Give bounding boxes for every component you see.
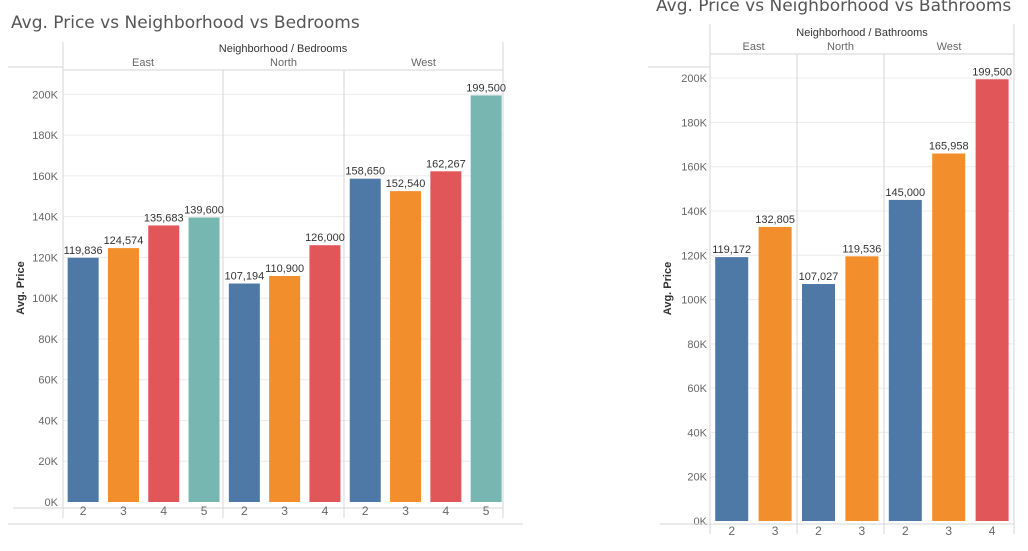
bathrooms-y-tick-label: 20K (687, 472, 707, 484)
bedrooms-bar (188, 217, 220, 502)
bathrooms-bar-value-label: 119,172 (712, 244, 751, 256)
bedrooms-x-tick-label: 2 (80, 504, 87, 518)
chart-title-bedrooms: Avg. Price vs Neighborhood vs Bedrooms (11, 13, 360, 33)
bedrooms-y-tick-label: 180K (32, 130, 58, 142)
bedrooms-y-tick-label: 160K (32, 171, 58, 183)
bathrooms-bar-value-label: 199,500 (972, 66, 1012, 78)
bathrooms-bar (715, 257, 749, 521)
bathrooms-x-tick-label: 3 (772, 524, 779, 538)
bedrooms-group-label: West (411, 57, 436, 69)
bathrooms-y-tick-label: 180K (681, 117, 707, 129)
bedrooms-group-label: North (270, 57, 297, 69)
bedrooms-bar-value-label: 119,836 (64, 245, 103, 257)
bedrooms-bar (470, 95, 502, 503)
bedrooms-y-tick-label: 60K (38, 375, 58, 387)
bathrooms-y-axis-title: Avg. Price (662, 262, 674, 315)
bathrooms-bar-value-label: 107,027 (799, 271, 839, 283)
bedrooms-x-tick-label: 4 (443, 504, 450, 518)
bedrooms-y-tick-label: 80K (38, 334, 58, 346)
bathrooms-x-tick-label: 3 (859, 524, 866, 538)
bedrooms-x-tick-label: 5 (483, 504, 490, 518)
bedrooms-bar-value-label: 124,574 (104, 235, 144, 247)
bedrooms-x-tick-label: 2 (362, 504, 369, 518)
bathrooms-bar (802, 284, 835, 521)
bathrooms-group-label: East (742, 41, 764, 53)
bedrooms-x-tick-label: 4 (322, 504, 329, 518)
bedrooms-bar (67, 257, 99, 502)
bathrooms-bar-value-label: 132,805 (755, 214, 795, 226)
bedrooms-x-tick-label: 5 (201, 504, 208, 518)
bedrooms-bar (430, 171, 462, 502)
bedrooms-bar-value-label: 126,000 (305, 232, 345, 244)
bathrooms-y-tick-label: 120K (681, 250, 707, 262)
bedrooms-bar-value-label: 199,500 (466, 82, 506, 94)
bathrooms-header-label: Neighborhood / Bathrooms (796, 27, 928, 39)
bathrooms-y-tick-label: 200K (681, 73, 707, 85)
bathrooms-y-tick-label: 60K (687, 383, 707, 395)
chart-title-bathrooms: Avg. Price vs Neighborhood vs Bathrooms (656, 0, 1012, 16)
bedrooms-bar-value-label: 158,650 (345, 166, 385, 178)
bedrooms-y-tick-label: 200K (32, 89, 58, 101)
bedrooms-x-tick-label: 3 (281, 504, 288, 518)
bathrooms-x-tick-label: 3 (945, 524, 952, 538)
bathrooms-bar (845, 256, 879, 521)
bedrooms-x-tick-label: 4 (160, 504, 167, 518)
bedrooms-bar-value-label: 107,194 (224, 271, 264, 283)
bedrooms-bar (148, 225, 180, 502)
bathrooms-y-tick-label: 140K (681, 206, 707, 218)
bedrooms-bar (390, 191, 422, 502)
bathrooms-bar (975, 79, 1009, 521)
bedrooms-bar-value-label: 139,600 (184, 204, 224, 216)
bedrooms-x-tick-label: 2 (241, 504, 248, 518)
bathrooms-group-label: North (827, 41, 854, 53)
bedrooms-group-label: East (132, 57, 154, 69)
bathrooms-bar (932, 153, 966, 521)
bedrooms-bar-value-label: 152,540 (386, 178, 426, 190)
bathrooms-bar (758, 226, 792, 521)
bedrooms-bar (309, 245, 341, 502)
bedrooms-bar (107, 248, 139, 502)
bathrooms-y-tick-label: 160K (681, 162, 707, 174)
bedrooms-bar-value-label: 110,900 (265, 263, 304, 275)
bathrooms-y-tick-label: 80K (687, 339, 707, 351)
bedrooms-y-tick-label: 140K (32, 212, 58, 224)
bathrooms-chart: 0K 20K 40K 60K 80K 100K 120K 140K 160K 180K 200K Ne… (648, 24, 1015, 538)
bathrooms-x-tick-label: 4 (989, 524, 996, 538)
bedrooms-bar (349, 178, 381, 502)
bedrooms-x-tick-label: 3 (120, 504, 127, 518)
bathrooms-bar-value-label: 119,536 (842, 243, 881, 255)
bedrooms-bar-value-label: 135,683 (144, 212, 184, 224)
bedrooms-x-tick-label: 3 (402, 504, 409, 518)
bedrooms-bar (269, 275, 301, 502)
bathrooms-x-tick-label: 2 (728, 524, 735, 538)
bathrooms-y-tick-label: 0K (694, 516, 708, 528)
bedrooms-y-tick-label: 120K (32, 252, 58, 264)
bathrooms-bar-value-label: 165,958 (929, 141, 969, 153)
bathrooms-y-tick-label: 40K (687, 427, 707, 439)
bedrooms-bar-value-label: 162,267 (426, 158, 466, 170)
bedrooms-y-tick-label: 40K (38, 415, 58, 427)
bedrooms-y-tick-label: 0K (45, 497, 59, 509)
bedrooms-chart: 0K 20K 40K 60K 80K 100K 120K 140K 160K 180K 200K Ne… (8, 42, 523, 525)
bathrooms-x-tick-label: 2 (902, 524, 909, 538)
bedrooms-header-label: Neighborhood / Bedrooms (219, 43, 348, 55)
bedrooms-bar (228, 283, 260, 502)
bathrooms-bar-value-label: 145,000 (885, 187, 925, 199)
bathrooms-y-tick-label: 100K (681, 295, 707, 307)
bathrooms-group-label: West (937, 41, 962, 53)
bedrooms-y-tick-label: 20K (38, 456, 58, 468)
bathrooms-bar (888, 199, 922, 521)
bathrooms-x-tick-label: 2 (815, 524, 822, 538)
bedrooms-y-axis-title: Avg. Price (15, 261, 27, 314)
bedrooms-y-tick-label: 100K (32, 293, 58, 305)
